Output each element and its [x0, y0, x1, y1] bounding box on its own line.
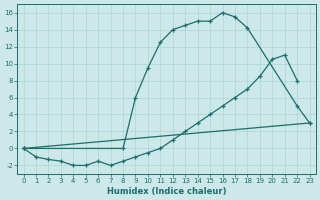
X-axis label: Humidex (Indice chaleur): Humidex (Indice chaleur) [107, 187, 226, 196]
